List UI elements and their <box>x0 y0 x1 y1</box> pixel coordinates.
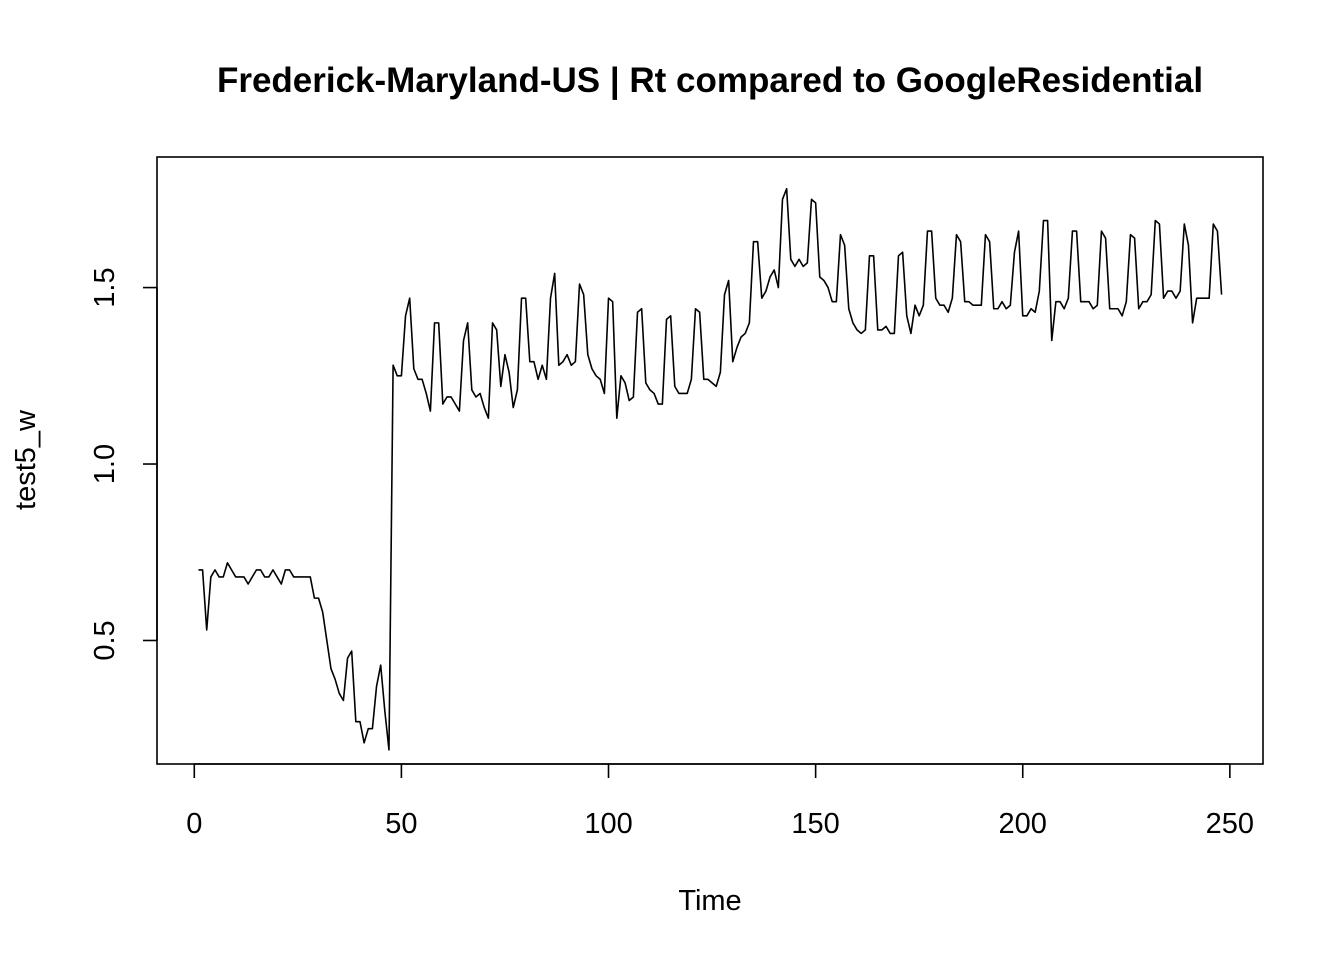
x-tick-label: 250 <box>1206 808 1254 840</box>
y-tick-label: 1.0 <box>89 444 121 484</box>
y-axis-label: test5_w <box>10 409 42 510</box>
y-axis: 0.5 1.0 1.5 <box>89 267 158 661</box>
x-tick-label: 100 <box>584 808 632 840</box>
chart-title: Frederick-Maryland-US | Rt compared to G… <box>217 61 1203 100</box>
series-line-test5-w <box>198 187 1223 751</box>
x-tick-label: 50 <box>385 808 417 840</box>
x-tick-label: 0 <box>186 808 202 840</box>
y-tick-label: 1.5 <box>89 267 121 307</box>
x-tick-label: 150 <box>791 808 839 840</box>
x-axis-label: Time <box>678 885 741 917</box>
x-tick-label: 200 <box>999 808 1047 840</box>
x-axis: 0 50 100 150 200 250 <box>186 763 1254 840</box>
y-tick-label: 0.5 <box>89 620 121 660</box>
